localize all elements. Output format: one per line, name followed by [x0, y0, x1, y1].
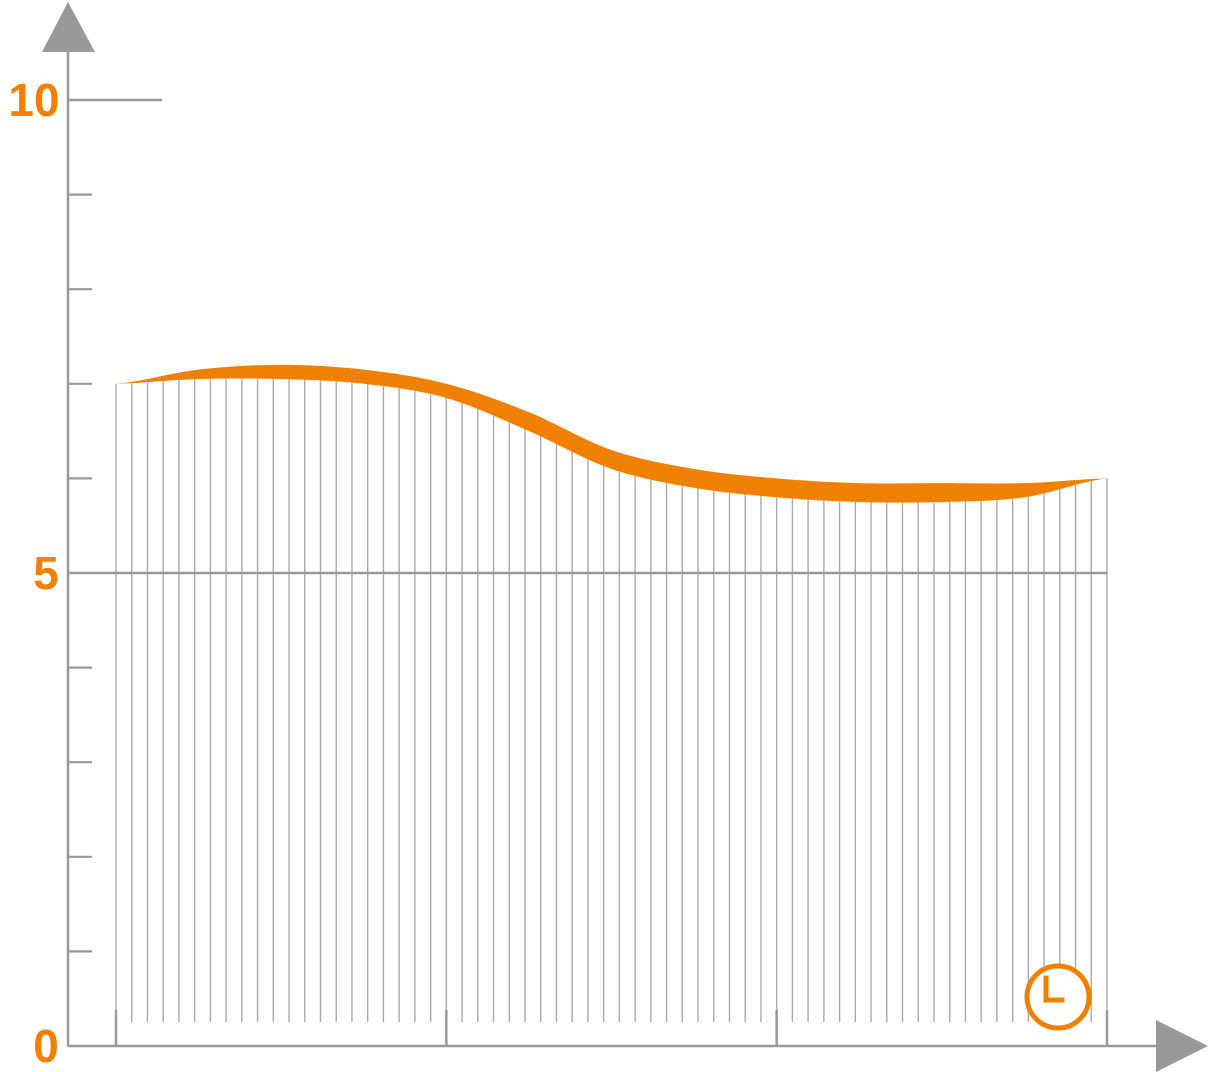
y-tick-label: 0	[33, 1020, 59, 1072]
clock-icon-face	[1024, 963, 1092, 1031]
series-band-area	[116, 364, 1107, 503]
gridlines	[68, 98, 1107, 575]
clock-icon	[1024, 963, 1092, 1031]
series-band	[116, 364, 1107, 503]
y-tick-labels: 0 5 10	[8, 74, 59, 1072]
axes	[42, 2, 1208, 1072]
x-axis-arrow	[1156, 1020, 1208, 1072]
y-tick-label: 5	[33, 547, 59, 599]
y-axis-arrow	[42, 2, 95, 52]
clock-icon-hands	[1043, 975, 1065, 1003]
y-tick-label: 10	[8, 74, 59, 126]
hatch-lines	[115, 378, 1108, 1022]
